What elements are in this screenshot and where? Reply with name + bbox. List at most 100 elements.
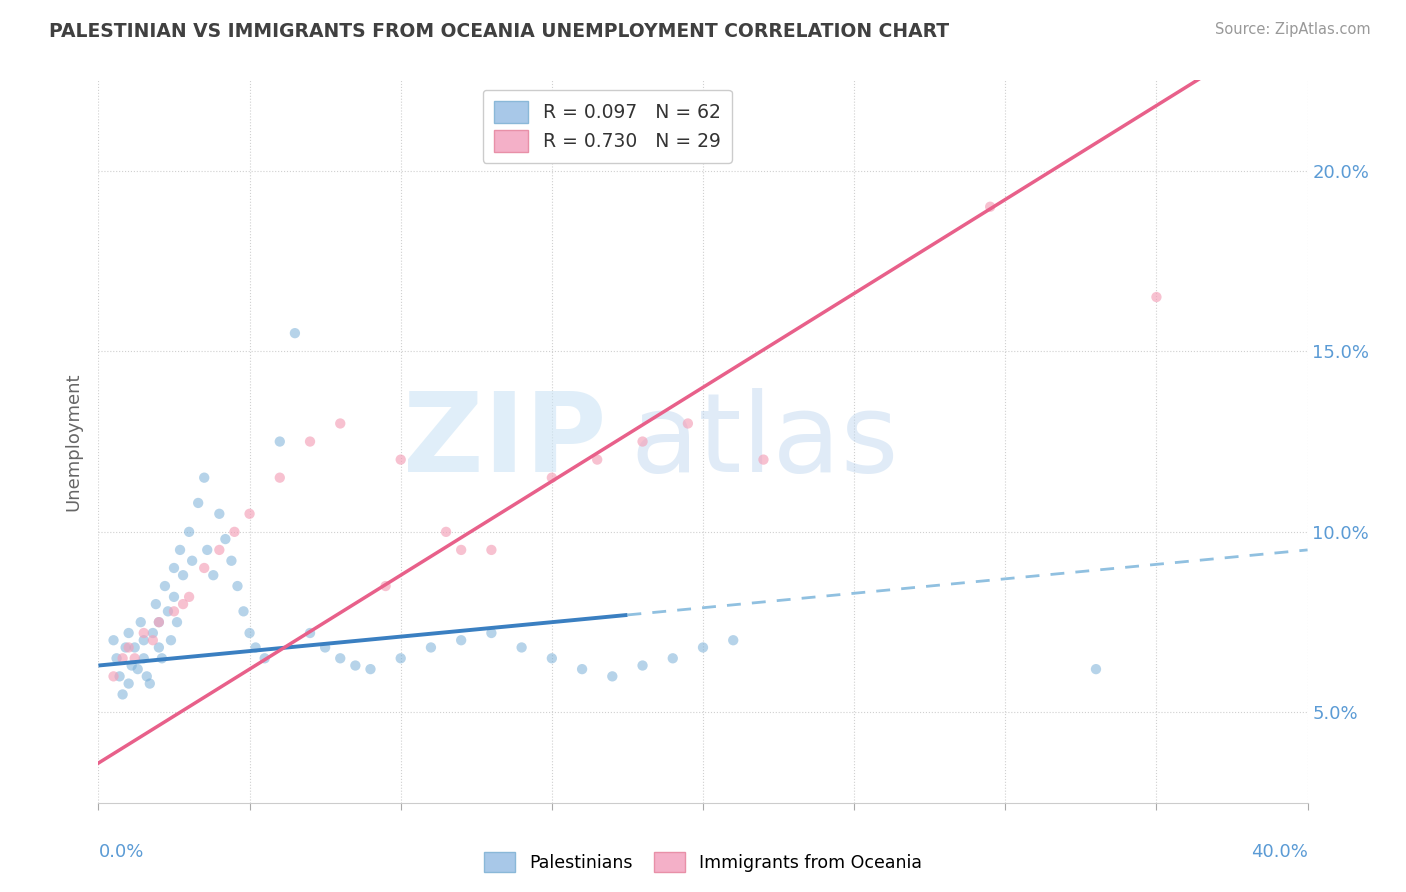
Point	[172, 568, 194, 582]
Point	[193, 470, 215, 484]
Point	[129, 615, 152, 630]
Point	[118, 626, 141, 640]
Point	[239, 507, 262, 521]
Point	[111, 687, 134, 701]
Point	[179, 524, 201, 539]
Point	[103, 669, 125, 683]
Point	[586, 452, 609, 467]
Point	[434, 524, 457, 539]
Point	[450, 633, 472, 648]
Point	[221, 554, 243, 568]
Point	[121, 658, 143, 673]
Point	[692, 640, 714, 655]
Point	[661, 651, 683, 665]
Point	[153, 579, 176, 593]
Point	[602, 669, 624, 683]
Point	[481, 542, 503, 557]
Point	[124, 651, 146, 665]
Point	[145, 597, 167, 611]
Point	[374, 579, 396, 593]
Legend: Palestinians, Immigrants from Oceania: Palestinians, Immigrants from Oceania	[477, 845, 929, 879]
Point	[284, 326, 307, 340]
Point	[179, 590, 201, 604]
Point	[172, 597, 194, 611]
Point	[208, 507, 231, 521]
Point	[169, 542, 191, 557]
Point	[1085, 662, 1108, 676]
Text: atlas: atlas	[630, 388, 898, 495]
Point	[148, 615, 170, 630]
Point	[202, 568, 225, 582]
Point	[226, 579, 249, 593]
Point	[253, 651, 276, 665]
Point	[127, 662, 149, 676]
Point	[150, 651, 173, 665]
Point	[142, 633, 165, 648]
Point	[132, 626, 155, 640]
Point	[103, 633, 125, 648]
Point	[269, 434, 291, 449]
Point	[299, 626, 322, 640]
Point	[631, 434, 654, 449]
Point	[450, 542, 472, 557]
Point	[214, 532, 236, 546]
Text: 0.0%: 0.0%	[98, 843, 143, 861]
Point	[118, 676, 141, 690]
Point	[1144, 290, 1167, 304]
Point	[232, 604, 254, 618]
Point	[239, 626, 262, 640]
Point	[163, 561, 186, 575]
Point	[108, 669, 131, 683]
Point	[329, 651, 352, 665]
Point	[187, 496, 209, 510]
Point	[195, 542, 218, 557]
Point	[163, 590, 186, 604]
Point	[105, 651, 128, 665]
Point	[181, 554, 204, 568]
Point	[132, 633, 155, 648]
Point	[163, 604, 186, 618]
Point	[510, 640, 533, 655]
Point	[114, 640, 136, 655]
Y-axis label: Unemployment: Unemployment	[65, 372, 83, 511]
Point	[132, 651, 155, 665]
Point	[314, 640, 336, 655]
Point	[124, 640, 146, 655]
Point	[752, 452, 775, 467]
Point	[631, 658, 654, 673]
Point	[389, 651, 412, 665]
Point	[269, 470, 291, 484]
Point	[245, 640, 267, 655]
Point	[111, 651, 134, 665]
Text: Source: ZipAtlas.com: Source: ZipAtlas.com	[1215, 22, 1371, 37]
Point	[148, 615, 170, 630]
Point	[540, 651, 562, 665]
Point	[723, 633, 745, 648]
Point	[148, 640, 170, 655]
Point	[329, 417, 352, 431]
Point	[118, 640, 141, 655]
Point	[139, 676, 162, 690]
Point	[360, 662, 382, 676]
Legend: R = 0.097   N = 62, R = 0.730   N = 29: R = 0.097 N = 62, R = 0.730 N = 29	[482, 90, 731, 163]
Point	[979, 200, 1001, 214]
Point	[540, 470, 562, 484]
Point	[208, 542, 231, 557]
Point	[224, 524, 246, 539]
Text: PALESTINIAN VS IMMIGRANTS FROM OCEANIA UNEMPLOYMENT CORRELATION CHART: PALESTINIAN VS IMMIGRANTS FROM OCEANIA U…	[49, 22, 949, 41]
Point	[160, 633, 183, 648]
Point	[193, 561, 215, 575]
Point	[676, 417, 699, 431]
Point	[481, 626, 503, 640]
Point	[344, 658, 367, 673]
Point	[420, 640, 443, 655]
Point	[135, 669, 157, 683]
Point	[389, 452, 412, 467]
Text: 40.0%: 40.0%	[1251, 843, 1308, 861]
Point	[166, 615, 188, 630]
Point	[299, 434, 322, 449]
Point	[142, 626, 165, 640]
Point	[156, 604, 179, 618]
Text: ZIP: ZIP	[404, 388, 606, 495]
Point	[571, 662, 593, 676]
